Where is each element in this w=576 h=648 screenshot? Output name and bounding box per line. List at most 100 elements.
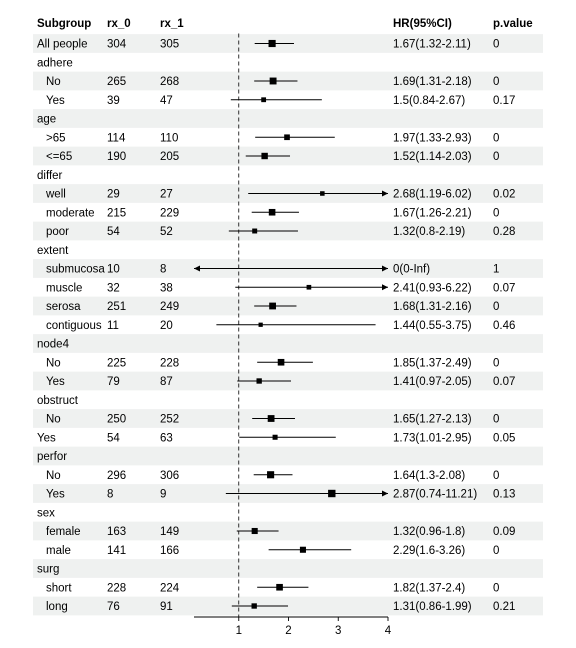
- hr-point: [272, 434, 278, 440]
- row-label: adhere: [37, 57, 73, 69]
- hr-ci-value: 1.41(0.97-2.05): [393, 376, 472, 388]
- pvalue-value: 0.02: [493, 189, 515, 201]
- row-label: age: [37, 114, 56, 126]
- rx0-value: 296: [107, 470, 126, 482]
- rx1-value: 306: [160, 470, 179, 482]
- rx0-value: 32: [107, 282, 120, 294]
- rx0-value: 304: [107, 39, 127, 51]
- row-label: No: [46, 357, 61, 369]
- rx0-value: 215: [107, 207, 126, 219]
- hr-ci-value: 1.67(1.32-2.11): [393, 39, 471, 51]
- x-tick-label: 2: [285, 625, 291, 637]
- hr-ci-value: 1.52(1.14-2.03): [393, 151, 472, 163]
- rx1-value: 205: [160, 151, 179, 163]
- rx1-value: 9: [160, 489, 166, 501]
- x-axis: 1 2 3 4: [194, 616, 392, 637]
- hr-point: [261, 152, 268, 160]
- hr-point: [284, 134, 290, 141]
- rx1-value: 224: [160, 582, 180, 594]
- hr-point: [268, 39, 276, 48]
- pvalue-value: 0.09: [493, 526, 515, 538]
- column-headers: Subgroup rx_0 rx_1 HR(95%CI) p.value: [37, 18, 533, 30]
- row-label: serosa: [46, 301, 81, 313]
- hr-point: [328, 489, 336, 498]
- header-subgroup: Subgroup: [37, 18, 91, 30]
- hr-ci-value: 1.32(0.96-1.8): [393, 526, 465, 538]
- pvalue-value: 0.05: [493, 432, 515, 444]
- rx1-value: 91: [160, 601, 173, 613]
- row-label: contiguous: [46, 320, 102, 332]
- row-label: long: [46, 601, 68, 613]
- pvalue-value: 0.28: [493, 226, 515, 238]
- rx0-value: 163: [107, 526, 126, 538]
- pvalue-value: 0.21: [493, 601, 515, 613]
- rx0-value: 79: [107, 376, 120, 388]
- hr-ci-value: 1.82(1.37-2.4): [393, 582, 465, 594]
- rx1-value: 228: [160, 357, 179, 369]
- row-band: [33, 109, 543, 128]
- pvalue-value: 0: [493, 151, 499, 163]
- header-pvalue: p.value: [493, 18, 533, 30]
- rx0-value: 114: [107, 132, 126, 144]
- row-label: node4: [37, 339, 70, 351]
- row-label: No: [46, 470, 61, 482]
- rx0-value: 228: [107, 582, 126, 594]
- row-label: <=65: [46, 151, 72, 163]
- pvalue-value: 0: [493, 470, 499, 482]
- rx0-value: 190: [107, 151, 126, 163]
- rx0-value: 250: [107, 414, 126, 426]
- hr-point: [269, 302, 276, 310]
- rx1-value: 27: [160, 189, 173, 201]
- hr-ci-value: 1.65(1.27-2.13): [393, 414, 472, 426]
- rx0-value: 225: [107, 357, 126, 369]
- rx1-value: 47: [160, 95, 173, 107]
- row-label: moderate: [46, 207, 95, 219]
- row-label: muscle: [46, 282, 82, 294]
- hr-ci-value: 0(0-Inf): [393, 264, 430, 276]
- row-label: obstruct: [37, 395, 79, 407]
- row-label: No: [46, 414, 61, 426]
- hr-ci-value: 1.73(1.01-2.95): [393, 432, 472, 444]
- row-label: Yes: [46, 95, 65, 107]
- rx0-value: 8: [107, 489, 113, 501]
- hr-point: [267, 471, 275, 479]
- rx0-value: 10: [107, 264, 120, 276]
- hr-ci-value: 1.69(1.31-2.18): [393, 76, 472, 88]
- row-label: sex: [37, 507, 55, 519]
- row-band: [33, 521, 543, 541]
- rx0-value: 29: [107, 189, 120, 201]
- x-tick-label: 4: [385, 625, 392, 637]
- row-label: well: [45, 189, 66, 201]
- header-rx1: rx_1: [160, 18, 184, 30]
- rx1-value: 268: [160, 76, 179, 88]
- hr-point: [299, 546, 306, 553]
- rx1-value: 249: [160, 301, 179, 313]
- pvalue-value: 0.07: [493, 376, 515, 388]
- hr-point: [252, 228, 258, 234]
- pvalue-value: 0: [493, 301, 499, 313]
- row-label: submucosa: [46, 264, 105, 276]
- row-label: >65: [46, 132, 66, 144]
- hr-point: [269, 77, 277, 85]
- pvalue-value: 0: [493, 39, 499, 51]
- row-label: poor: [46, 226, 69, 238]
- rx1-value: 305: [160, 39, 179, 51]
- rx0-value: 11: [107, 320, 119, 332]
- rx0-value: 54: [107, 432, 120, 444]
- hr-ci-value: 1.32(0.8-2.19): [393, 226, 465, 238]
- hr-point: [276, 583, 283, 591]
- hr-point: [261, 97, 267, 103]
- hr-point: [277, 358, 285, 366]
- row-band: [33, 559, 543, 578]
- hr-ci-value: 1.64(1.3-2.08): [393, 470, 465, 482]
- rx1-value: 229: [160, 207, 179, 219]
- header-rx0: rx_0: [107, 18, 131, 30]
- rx1-value: 149: [160, 526, 179, 538]
- hr-point: [267, 415, 275, 422]
- hr-ci-value: 1.85(1.37-2.49): [393, 357, 472, 369]
- hr-point: [306, 284, 312, 290]
- row-label: Yes: [37, 432, 56, 444]
- pvalue-value: 0: [493, 76, 499, 88]
- pvalue-value: 0.17: [493, 95, 515, 107]
